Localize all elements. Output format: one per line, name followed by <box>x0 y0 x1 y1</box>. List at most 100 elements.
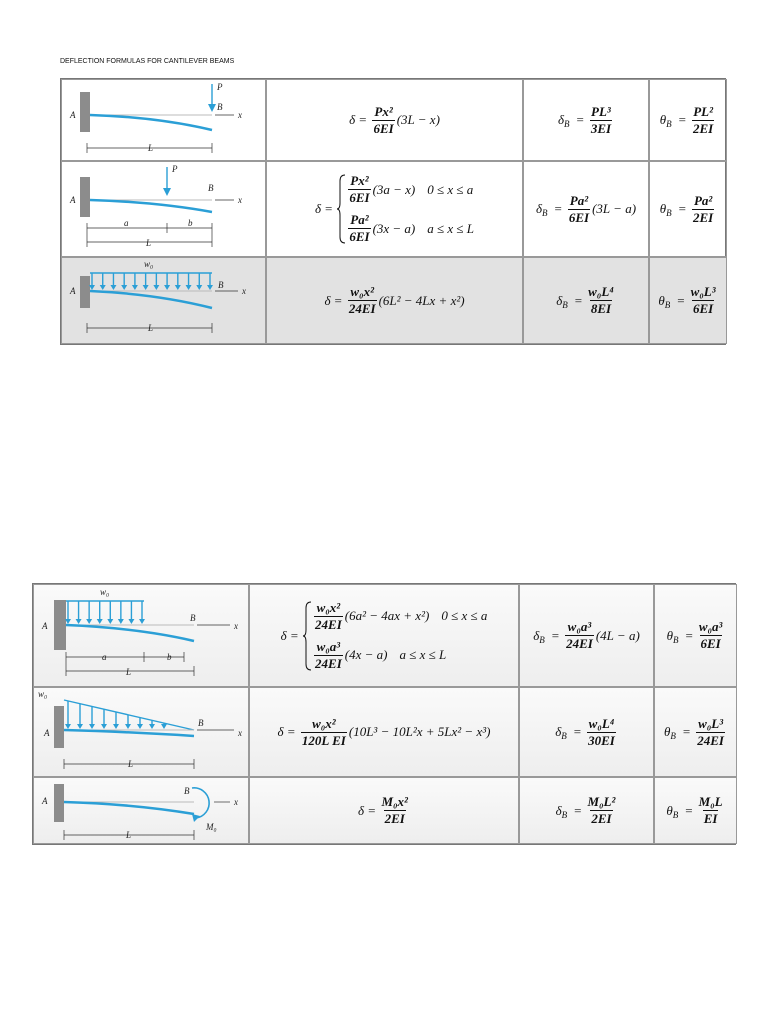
formula: θ B = Pa² 2EI <box>660 193 716 226</box>
equals: = <box>290 627 299 643</box>
wall <box>80 177 90 217</box>
label: A <box>69 286 76 296</box>
label: B <box>217 102 223 112</box>
symbol: δ <box>556 292 563 308</box>
formula: δ B = Pa² 6EI (3L − a) <box>536 193 636 226</box>
formula-cell: δ = M₀x² 2EI <box>249 777 519 844</box>
fraction: w₀L⁴ 30EI <box>587 716 616 749</box>
denominator: 6EI <box>348 228 371 244</box>
wall <box>54 784 64 822</box>
label: A <box>69 195 76 205</box>
diagram-cell: w₀ A B x a b L <box>33 584 249 687</box>
label: A <box>69 110 76 120</box>
numerator: Px² <box>374 103 393 119</box>
arrow-head <box>110 285 117 290</box>
formula-cell: δ B = PL³ 3EI <box>523 79 649 161</box>
numerator: Pa² <box>693 192 713 208</box>
diagram-cell: A P B x a b L <box>61 161 266 257</box>
label: w₀ <box>144 259 153 269</box>
label: x <box>237 110 242 120</box>
fraction: Pa² 6EI <box>348 212 371 245</box>
wall <box>80 92 90 132</box>
denominator: 30EI <box>587 731 616 748</box>
brace-path <box>337 174 346 244</box>
numerator: PL³ <box>591 103 611 119</box>
equals: = <box>677 292 685 308</box>
formula: δ B = M₀L² 2EI <box>556 794 618 827</box>
formula-cell: θ B = PL² 2EI <box>649 79 727 161</box>
formula-cell: δ = w₀x² 24EI (6a² − 4ax + x²) 0 ≤ x ≤ a w₀a³ 2… <box>249 584 519 687</box>
arrow-head <box>192 814 200 822</box>
numerator: w₀L⁴ <box>588 715 615 731</box>
arrow-head <box>86 619 93 624</box>
denominator: 2EI <box>692 119 715 136</box>
arrow-head <box>99 285 106 290</box>
arrow-head <box>131 285 138 290</box>
label: A <box>41 621 48 631</box>
label: L <box>125 667 131 677</box>
case: w₀x² 24EI (6a² − 4ax + x²) 0 ≤ x ≤ a <box>312 600 487 633</box>
subscript: B <box>666 119 672 129</box>
symbol: δ <box>358 802 365 818</box>
denominator: 2EI <box>692 208 715 225</box>
formula-cell: θ B = w₀L³ 24EI <box>654 687 737 777</box>
label: b <box>188 218 193 228</box>
formula-cell: θ B = Pa² 2EI <box>649 161 727 257</box>
case: w₀a³ 24EI (4x − a) a ≤ x ≤ L <box>312 639 487 672</box>
fraction: PL² 2EI <box>692 104 715 137</box>
arrow-head <box>121 285 128 290</box>
diagram-cell: A B x M₀ L <box>33 777 249 844</box>
symbol: θ <box>658 292 665 308</box>
arrow-head <box>163 188 171 196</box>
formula: δ = Px² 6EI (3a − x) 0 ≤ x ≤ a Pa² 6EI (3x − a) a… <box>315 173 474 245</box>
symbol: δ <box>280 627 287 643</box>
symbol: δ <box>535 201 543 216</box>
range: 0 ≤ x ≤ a <box>427 181 474 197</box>
factor: (3L − a) <box>592 201 637 216</box>
arrow-head <box>107 619 114 624</box>
numerator: w₀L⁴ <box>588 284 614 299</box>
cases: Px² 6EI (3a − x) 0 ≤ x ≤ a Pa² 6EI (3x − a) a ≤… <box>346 173 474 245</box>
denominator: 120L EI <box>300 731 347 748</box>
diagram-cell: w₀ A B x L <box>61 257 266 344</box>
numerator: w₀L³ <box>690 284 716 299</box>
label: x <box>241 286 246 296</box>
formula: θ B = w₀a³ 6EI <box>667 619 725 652</box>
denominator: EI <box>702 810 719 826</box>
denominator: 6EI <box>567 208 591 225</box>
label: B <box>218 280 224 290</box>
label: B <box>190 613 196 623</box>
label: a <box>124 218 129 228</box>
formula-cell: δ = Px² 6EI (3L − x) <box>266 79 523 161</box>
fraction: w₀x² 120L EI <box>300 716 347 749</box>
label: L <box>127 759 133 769</box>
deflected-beam <box>89 113 213 132</box>
range: a ≤ x ≤ L <box>399 647 447 662</box>
beam-diagram: w₀ A B x L <box>69 259 246 333</box>
denominator: 24EI <box>314 615 343 632</box>
arrow-head <box>89 724 95 729</box>
load-line <box>63 699 195 731</box>
arrow-head <box>164 285 171 290</box>
label: P <box>171 164 178 174</box>
numerator: w₀a³ <box>698 619 723 634</box>
arrow-head <box>77 724 83 729</box>
formula: δ B = w₀L⁴ 8EI <box>556 284 616 317</box>
numerator: M₀L² <box>587 794 616 809</box>
formula: δ = w₀x² 24EI (6L² − 4Lx + x²) <box>324 284 464 317</box>
label: M₀ <box>205 822 217 832</box>
denominator: 6EI <box>348 189 371 205</box>
beam-diagram: w₀ A B x a b L <box>41 587 238 677</box>
denominator: 24EI <box>314 654 343 671</box>
symbol: δ <box>314 201 321 216</box>
formula: δ B = PL³ 3EI <box>558 104 614 137</box>
fraction: M₀L EI <box>699 794 723 827</box>
equals: = <box>685 627 693 643</box>
equals: = <box>334 292 342 308</box>
formula-cell: δ B = Pa² 6EI (3L − a) <box>523 161 649 257</box>
formula: θ B = PL² 2EI <box>660 104 716 137</box>
label: x <box>233 621 238 631</box>
diagram-cell: A P B x L <box>61 79 266 161</box>
label: L <box>125 830 131 840</box>
arrow-head <box>75 619 82 624</box>
